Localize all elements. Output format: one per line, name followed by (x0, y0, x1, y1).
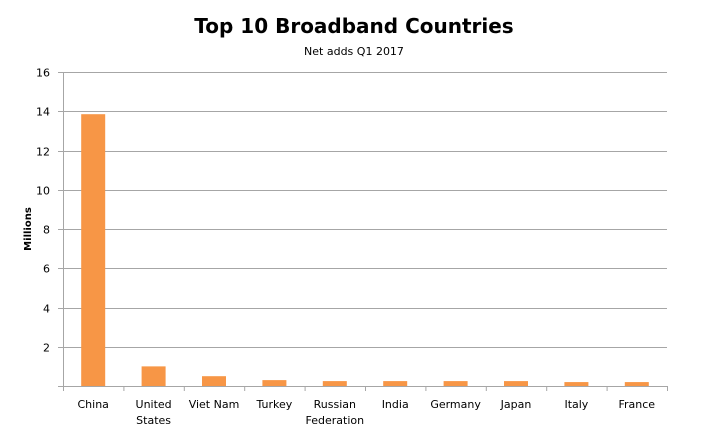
x-tick-labels: China United States Viet Nam Turkey Russian Fe… (77, 398, 655, 427)
y-tick-labels: 2 4 6 8 10 12 14 16 (36, 67, 50, 355)
y-tick-label: 6 (43, 263, 50, 276)
bar (383, 381, 408, 386)
x-tick-label: Japan (500, 398, 532, 411)
x-tick-label: United States (136, 398, 172, 427)
x-tick-label: Turkey (255, 398, 292, 411)
y-tick-label: 16 (36, 67, 50, 80)
y-tick-label: 14 (36, 106, 50, 119)
y-tick-label: 4 (43, 303, 50, 316)
y-tick-label: 2 (43, 342, 50, 355)
y-tick-label: 8 (43, 224, 50, 237)
x-tick-label: China (77, 398, 108, 411)
chart-subtitle: Net adds Q1 2017 (304, 45, 404, 58)
bar (202, 376, 226, 386)
x-tick-label: Viet Nam (189, 398, 240, 411)
y-tick-label: 10 (36, 185, 50, 198)
bar (81, 114, 106, 386)
x-tick-label: Italy (564, 398, 588, 411)
axes (63, 72, 667, 387)
y-tick-label: 12 (36, 146, 50, 159)
x-tick-label: France (619, 398, 656, 411)
x-tick-label: India (382, 398, 409, 411)
bar (262, 380, 287, 386)
bar (504, 381, 528, 386)
chart-title: Top 10 Broadband Countries (194, 14, 514, 38)
bar (443, 381, 468, 386)
y-axis-label: Millions (23, 207, 34, 251)
bar (564, 382, 589, 386)
bar (624, 382, 649, 386)
x-tick-label: Germany (430, 398, 481, 411)
bars (81, 114, 649, 386)
bar (141, 366, 166, 386)
bar (322, 381, 347, 386)
gridlines (58, 72, 668, 391)
x-tick-label: Russian Federation (306, 398, 365, 427)
